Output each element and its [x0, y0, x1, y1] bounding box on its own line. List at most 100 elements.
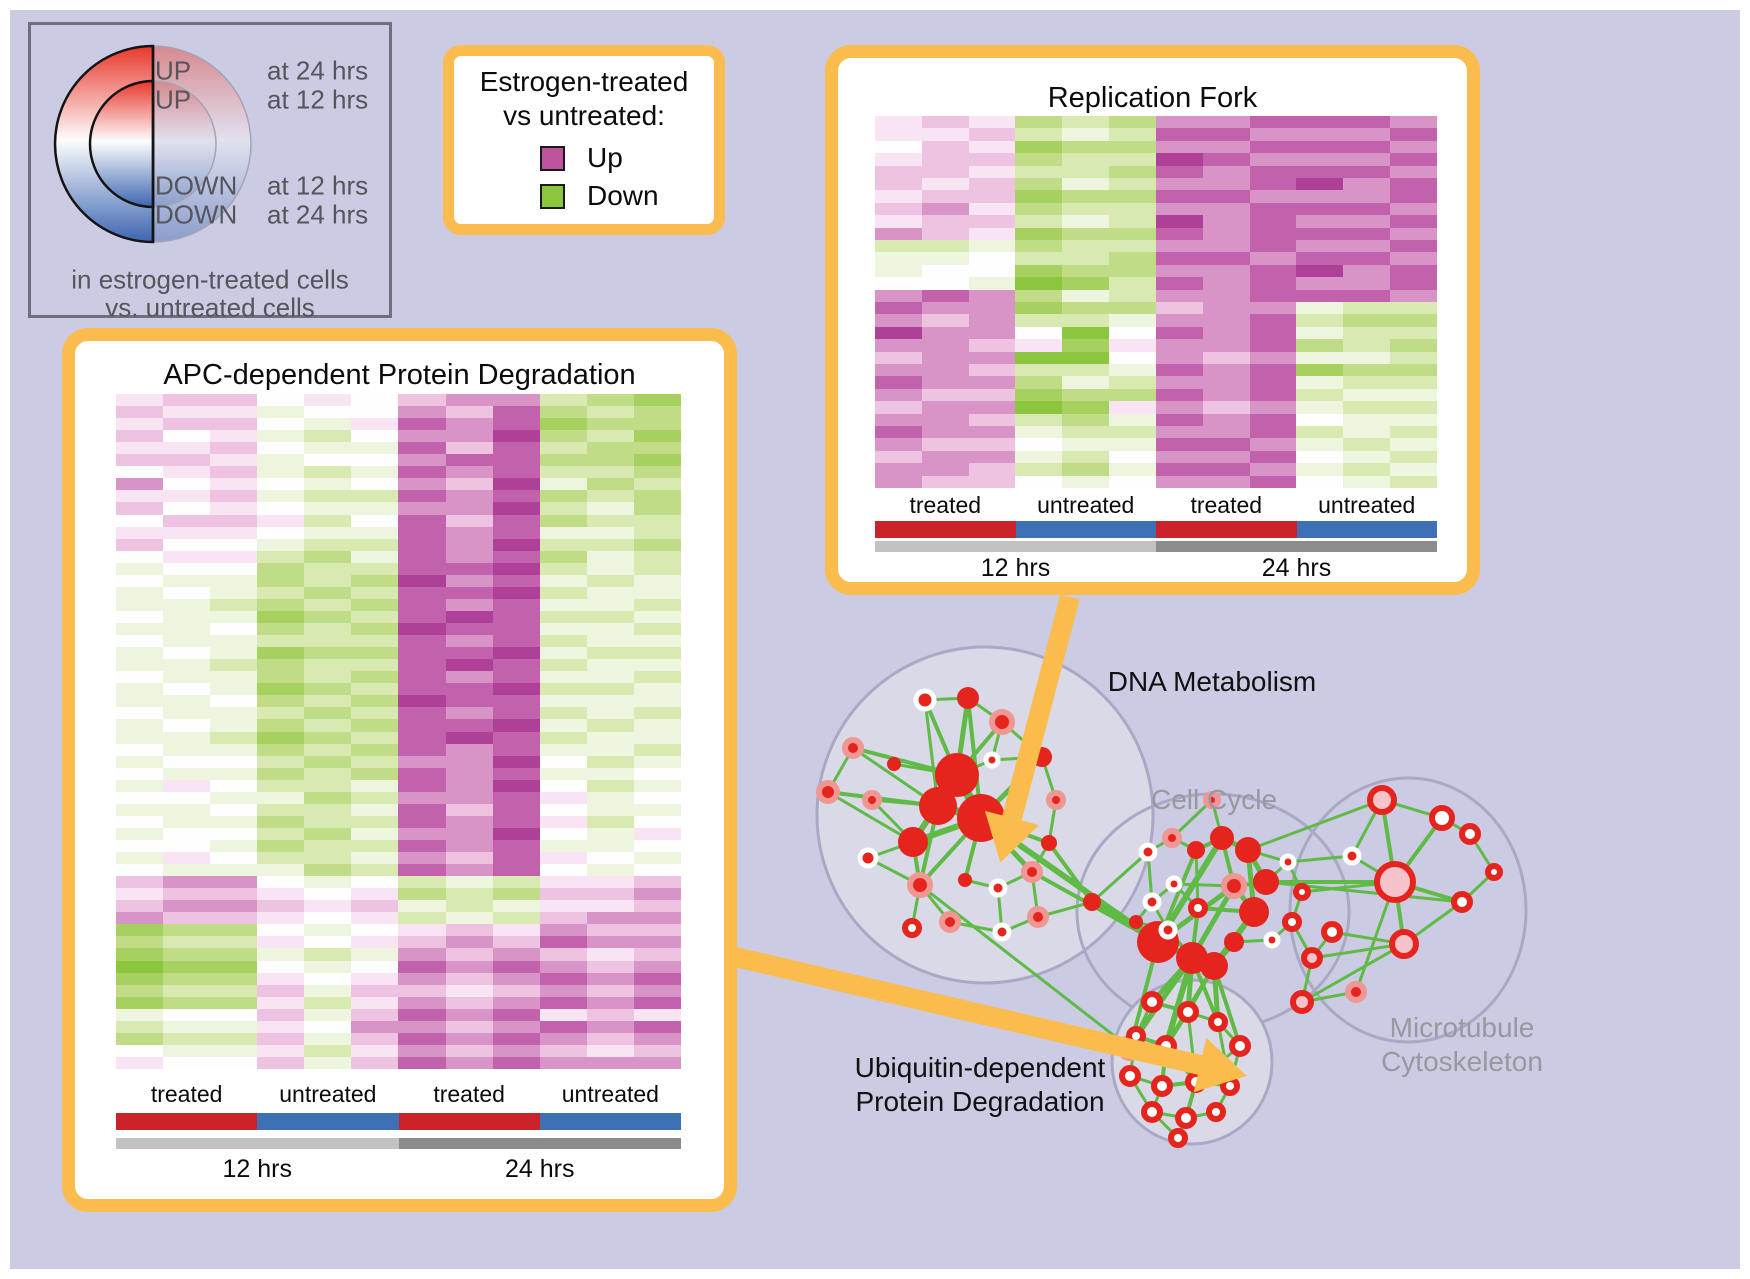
heatmap-cell — [445, 924, 493, 937]
heatmap-cell — [304, 936, 352, 949]
heatmap-cell — [398, 767, 446, 780]
heatmap-cell — [257, 948, 305, 961]
heatmap-cell — [351, 839, 399, 853]
heatmap-cell — [1155, 140, 1203, 154]
heatmap-cell — [398, 502, 446, 515]
heatmap-cell — [968, 165, 1016, 178]
heatmap-cell — [1109, 252, 1156, 265]
heatmap-cell — [163, 767, 211, 780]
heatmap-cell — [116, 876, 164, 889]
heatmap-cell — [586, 707, 634, 720]
heatmap-cell — [304, 418, 352, 431]
heatmap-cell — [492, 779, 540, 792]
heatmap-cell — [445, 984, 493, 997]
heatmap-cell — [1062, 153, 1110, 166]
heatmap-cell — [163, 755, 211, 768]
heatmap-cell — [921, 215, 969, 228]
heatmap-cell — [116, 538, 164, 551]
heatmap-cell — [1155, 463, 1203, 476]
heatmap-cell — [1015, 277, 1063, 290]
heatmap-cell — [210, 1044, 258, 1057]
heatmap-cell — [1015, 215, 1063, 228]
heatmap-cell — [633, 695, 681, 708]
heatmap-cell — [1109, 351, 1156, 364]
heatmap-cell — [1015, 351, 1063, 364]
network-node — [989, 709, 1015, 735]
heatmap-cell — [351, 1020, 399, 1033]
heatmap-cell — [875, 165, 922, 178]
network-node — [988, 878, 1008, 898]
heatmap-cell — [257, 574, 305, 587]
heatmap-cell — [633, 864, 681, 877]
heatmap-cell — [492, 394, 540, 407]
heatmap-cell — [304, 430, 352, 443]
heatmap-cell — [921, 140, 969, 154]
network-node — [816, 780, 840, 804]
heatmap-cell — [1155, 190, 1203, 203]
heatmap-cell — [116, 442, 164, 455]
heatmap-cell — [1202, 388, 1250, 402]
heatmap-cell — [1249, 438, 1297, 451]
heatmap-cell — [116, 924, 164, 937]
heatmap-cell — [1202, 190, 1250, 203]
heatmap-cell — [968, 401, 1016, 414]
heatmap-cell — [304, 406, 352, 419]
heatmap-cell — [116, 803, 164, 816]
heatmap-cell — [304, 550, 352, 563]
heatmap-cell — [586, 430, 634, 443]
heatmap-cell — [1109, 264, 1156, 278]
heatmap-cell — [921, 438, 969, 451]
heatmap-cell — [633, 755, 681, 768]
heatmap-cell — [586, 598, 634, 611]
heatmap-cell — [539, 948, 587, 961]
heatmap-cell — [210, 888, 258, 901]
replication-fork-heatmap — [875, 116, 1437, 488]
network-node — [1253, 869, 1279, 895]
network-edge — [918, 883, 1132, 1050]
heatmap-cell — [633, 1008, 681, 1021]
network-node — [842, 737, 864, 759]
heatmap-cell — [445, 864, 493, 877]
heatmap-cell — [351, 1032, 399, 1045]
heatmap-cell — [1109, 438, 1156, 451]
heatmap-cell — [968, 425, 1016, 439]
heatmap-cell — [210, 1020, 258, 1033]
heatmap-cell — [398, 1056, 446, 1069]
heatmap-cell — [1249, 413, 1297, 426]
heatmap-cell — [1202, 116, 1250, 129]
heatmap-cell — [257, 683, 305, 696]
heatmap-cell — [445, 623, 493, 636]
apc-panel: APC-dependent Protein Degradation treate… — [62, 328, 737, 1212]
heatmap-cell — [1109, 463, 1156, 476]
heatmap-cell — [492, 478, 540, 491]
heatmap-cell — [1155, 153, 1203, 166]
heatmap-cell — [1155, 314, 1203, 327]
heatmap-cell — [351, 719, 399, 732]
heatmap-cell — [492, 984, 540, 997]
heatmap-cell — [492, 623, 540, 636]
heatmap-cell — [875, 326, 922, 340]
heatmap-cell — [1202, 165, 1250, 178]
heatmap-cell — [875, 239, 922, 253]
heatmap-cell — [210, 731, 258, 744]
heatmap-cell — [1202, 202, 1250, 216]
heatmap-cell — [1109, 401, 1156, 414]
heatmap-cell — [116, 406, 164, 419]
heatmap-cell — [257, 815, 305, 828]
heatmap-cell — [304, 514, 352, 527]
heatmap-cell — [163, 514, 211, 527]
heatmap-cell — [351, 827, 399, 840]
apc-group-label-2: treated — [433, 1081, 505, 1107]
heatmap-cell — [1015, 450, 1063, 464]
heatmap-cell — [633, 876, 681, 889]
network-node — [1345, 981, 1367, 1003]
heatmap-cell — [1202, 177, 1250, 191]
heatmap-cell — [539, 478, 587, 491]
heatmap-cell — [398, 1032, 446, 1045]
heatmap-cell — [1015, 301, 1063, 315]
heatmap-cell — [304, 1020, 352, 1033]
heatmap-cell — [1343, 177, 1391, 191]
heatmap-cell — [1015, 314, 1063, 327]
heatmap-cell — [1390, 140, 1437, 154]
network-node — [902, 918, 922, 938]
